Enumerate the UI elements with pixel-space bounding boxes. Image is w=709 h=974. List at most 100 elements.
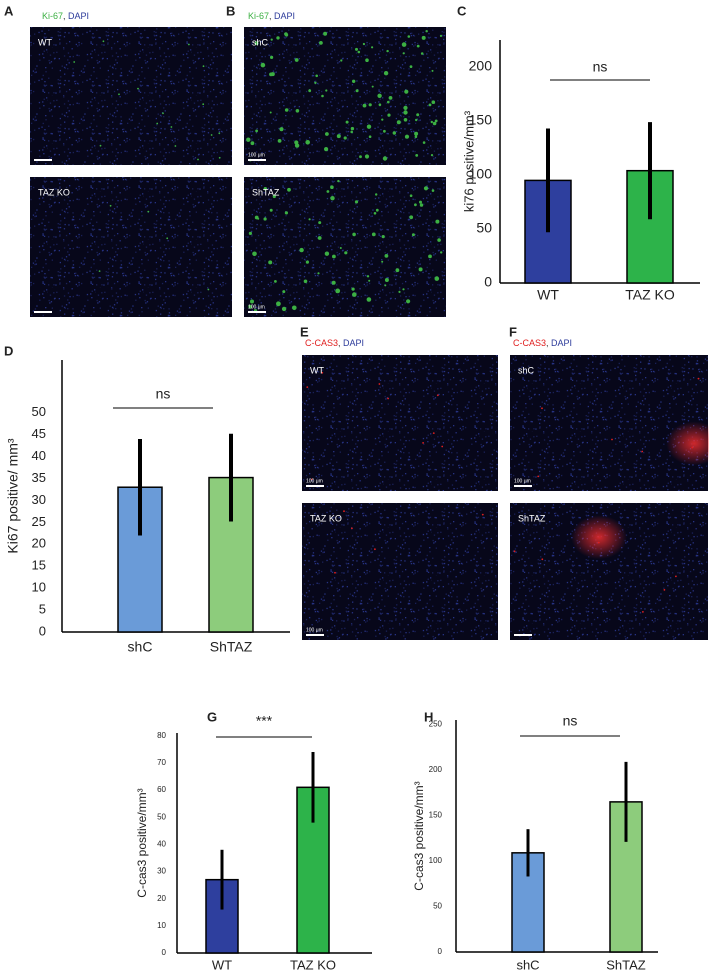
signal-dot [98, 270, 101, 272]
signal-dot [378, 383, 381, 385]
signal-dot [252, 251, 257, 257]
image-label: shC [252, 37, 269, 47]
signal-dot [378, 103, 382, 106]
stain-part: , [269, 11, 274, 21]
signal-dot [441, 445, 444, 448]
scale-label: 100 μm [248, 304, 265, 310]
signal-dot [277, 139, 282, 143]
signal-dot [344, 251, 348, 255]
stain-part: , [338, 338, 343, 348]
scale-label: 100 μm [306, 627, 323, 633]
panel-letter: D [4, 343, 13, 358]
signal-dot [386, 49, 389, 53]
y-tick-label: 150 [429, 811, 443, 820]
signal-dot [403, 118, 408, 122]
micrograph-texture [30, 177, 232, 317]
signal-dot [317, 236, 322, 240]
signal-dot [330, 185, 334, 189]
signal-dot [384, 284, 387, 287]
y-tick-label: 50 [157, 812, 166, 821]
signal-dot [404, 89, 409, 94]
stain-label: C-CAS3, DAPI [305, 338, 364, 348]
signal-dot [440, 251, 443, 254]
signal-dot [359, 155, 362, 159]
signal-dot [326, 190, 330, 193]
stain-part: Ki-67 [42, 11, 63, 21]
y-tick-label: 30 [157, 867, 166, 876]
panel-letter: C [457, 3, 467, 18]
micrograph-texture [510, 355, 708, 491]
y-tick-label: 70 [157, 758, 166, 767]
signal-dot [439, 34, 443, 38]
signal-dot [697, 377, 700, 380]
signal-dot [384, 278, 389, 282]
signal-dot [202, 65, 205, 68]
y-tick-label: 50 [32, 404, 46, 419]
signal-dot [381, 235, 385, 239]
signal-dot [248, 304, 253, 309]
signal-dot [423, 186, 429, 191]
micrograph-texture [244, 27, 446, 165]
x-tick-label: ShTAZ [606, 957, 646, 972]
signal-dot [73, 61, 76, 63]
significance-label: *** [256, 713, 273, 729]
signal-dot [406, 299, 411, 304]
signal-dot [324, 251, 330, 256]
signal-dot [352, 292, 357, 297]
signal-dot [323, 31, 328, 36]
stain-part: DAPI [551, 338, 572, 348]
significance-label: ns [563, 713, 578, 729]
signal-dot [294, 143, 300, 148]
signal-dot [425, 30, 428, 33]
stain-part: DAPI [68, 11, 89, 21]
signal-dot [339, 247, 342, 249]
y-tick-label: 250 [429, 720, 443, 729]
signal-dot [383, 129, 386, 133]
signal-dot [282, 290, 286, 294]
image-label: WT [38, 37, 52, 47]
scale-bar [248, 311, 266, 313]
signal-dot [250, 141, 255, 146]
signal-dot [435, 219, 440, 224]
signal-dot [250, 299, 254, 304]
significance-label: ns [156, 386, 171, 402]
signal-dot [414, 203, 417, 207]
signal-dot [335, 288, 341, 294]
signal-dot [355, 89, 359, 93]
signal-dot [351, 527, 353, 530]
y-tick-label: 100 [429, 856, 443, 865]
signal-dot [340, 59, 343, 62]
signal-dot [430, 120, 433, 124]
stain-part: , [546, 338, 551, 348]
image-label: WT [310, 365, 324, 375]
y-tick-label: 5 [39, 602, 46, 617]
y-tick-label: 35 [32, 470, 46, 485]
signal-dot [174, 145, 177, 147]
y-axis-label: C-cas3 positive/mm³ [412, 781, 426, 890]
signal-dot [368, 279, 371, 282]
y-tick-label: 80 [157, 731, 166, 740]
y-tick-label: 40 [157, 839, 166, 848]
signal-dot [269, 72, 273, 77]
y-tick-label: 50 [433, 902, 442, 911]
signal-dot [371, 46, 374, 49]
signal-dot [279, 127, 284, 132]
signal-dot [675, 575, 677, 578]
scale-label: 100 μm [514, 478, 531, 484]
x-tick-label: shC [128, 639, 153, 655]
signal-dot [118, 93, 120, 96]
signal-dot [407, 35, 411, 38]
signal-dot [207, 288, 210, 291]
y-tick-label: 10 [157, 921, 166, 930]
signal-dot [419, 203, 424, 207]
signal-dot [541, 558, 544, 561]
signal-dot [351, 287, 355, 291]
y-tick-label: 10 [32, 580, 46, 595]
signal-dot [422, 442, 424, 444]
signal-dot [384, 254, 389, 258]
stain-label: C-CAS3, DAPI [513, 338, 572, 348]
micrograph-texture [302, 503, 498, 640]
signal-dot [162, 112, 164, 115]
signal-dot [311, 478, 313, 481]
signal-dot [428, 103, 432, 107]
